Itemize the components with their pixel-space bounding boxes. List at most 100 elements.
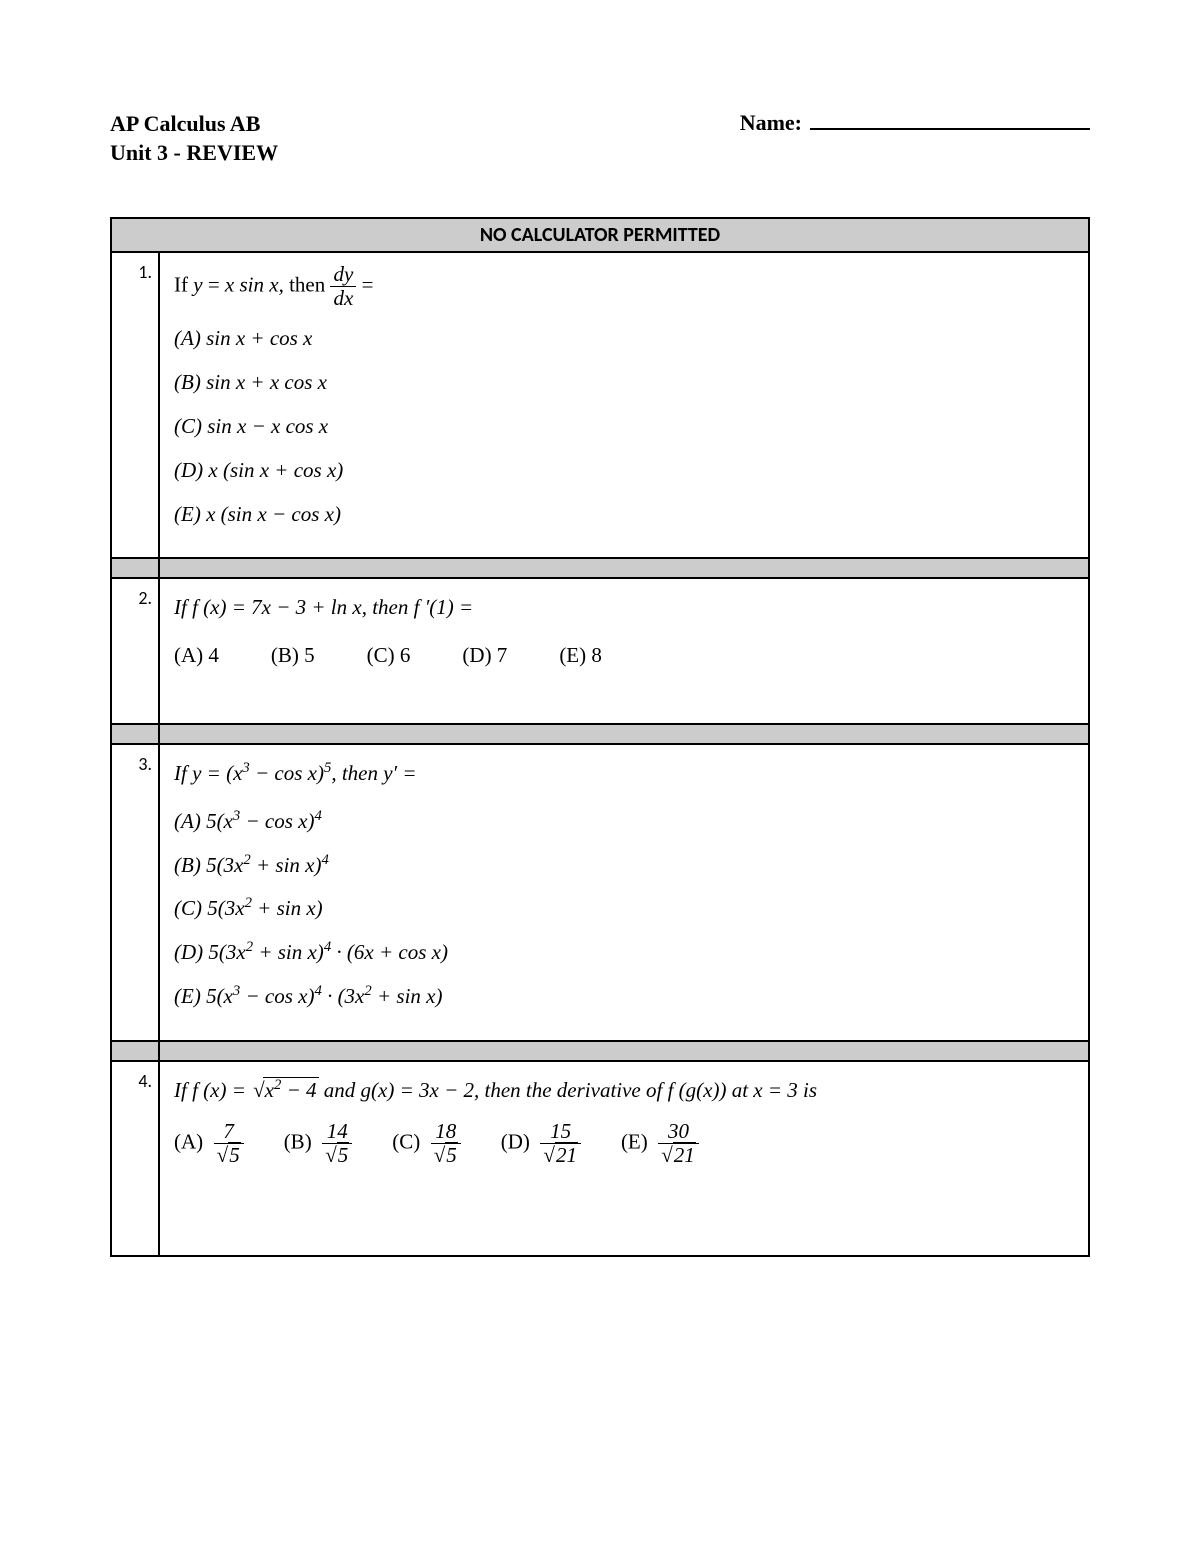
spacer-num-cell (112, 1042, 160, 1060)
fraction-denominator: √21 (540, 1144, 581, 1167)
opt-label: (A) 5(x (174, 809, 233, 833)
opt-label: (D) 5(3x (174, 940, 246, 964)
option: (D) 7 (462, 637, 507, 675)
opt-label: (D) (501, 1129, 530, 1153)
option: (E) x (sin x − cos x) (174, 496, 1074, 534)
stem-var: y (193, 273, 202, 297)
opt-tail: · (6x + cos x) (331, 940, 448, 964)
fraction: 14√5 (322, 1120, 352, 1167)
opt-mid: + sin x) (252, 896, 323, 920)
name-label: Name: (740, 110, 802, 136)
option: (C) 5(3x2 + sin x) (174, 890, 1074, 928)
option: (E) 30√21 (621, 1120, 699, 1167)
fraction: 7√5 (214, 1120, 244, 1167)
opt-label: (E) (621, 1129, 648, 1153)
worksheet-table: NO CALCULATOR PERMITTED 1. If y = x sin … (110, 217, 1090, 1257)
sqrt: √x2 − 4 (251, 1072, 318, 1110)
surd-symbol: √ (661, 1143, 673, 1167)
option-row: (A) 7√5 (B) 14√5 (C) 18√5 (D) 15√21 (E) … (174, 1120, 1074, 1167)
opt-label: (B) (284, 1129, 312, 1153)
spacer-body-cell (160, 725, 1088, 743)
question-body: If f (x) = 7x − 3 + ln x, then f ′(1) = … (160, 579, 1088, 723)
option: (A) 5(x3 − cos x)4 (174, 803, 1074, 841)
fraction: 18√5 (431, 1120, 461, 1167)
option: (C) sin x − x cos x (174, 408, 1074, 446)
rad-pre: x (265, 1078, 274, 1102)
question-row: 4. If f (x) = √x2 − 4 and g(x) = 3x − 2,… (112, 1062, 1088, 1255)
padding (174, 1167, 1074, 1237)
option: (E) 5(x3 − cos x)4 · (3x2 + sin x) (174, 978, 1074, 1016)
stem-text: = (201, 761, 226, 785)
stem-exp: 3 (242, 760, 249, 776)
fraction: 30√21 (658, 1120, 699, 1167)
option: (A) 4 (174, 637, 219, 675)
stem-expr: x sin x, (225, 273, 284, 297)
spacer-row (112, 557, 1088, 579)
opt-label: (A) (174, 1129, 203, 1153)
page: AP Calculus AB Unit 3 - REVIEW Name: NO … (0, 0, 1200, 1553)
question-row: 2. If f (x) = 7x − 3 + ln x, then f ′(1)… (112, 579, 1088, 723)
stem-text: If (174, 273, 193, 297)
question-row: 1. If y = x sin x, then dy dx = (A) sin … (112, 253, 1088, 557)
surd-symbol: √ (434, 1143, 446, 1167)
name-blank-line[interactable] (810, 110, 1090, 130)
stem-text: = (208, 273, 225, 297)
opt-mid: + sin x) (251, 853, 322, 877)
option: (B) 5(3x2 + sin x)4 (174, 847, 1074, 885)
option: (B) sin x + x cos x (174, 364, 1074, 402)
stem-tail: , then y′ = (331, 761, 416, 785)
option: (A) sin x + cos x (174, 320, 1074, 358)
header: AP Calculus AB Unit 3 - REVIEW Name: (110, 110, 1090, 167)
worksheet-title: NO CALCULATOR PERMITTED (112, 219, 1088, 253)
spacer-body-cell (160, 559, 1088, 577)
opt-label: (C) 5(3x (174, 896, 245, 920)
spacer-row (112, 723, 1088, 745)
option-row: (A) 4 (B) 5 (C) 6 (D) 7 (E) 8 (174, 637, 1074, 675)
opt-tail: + sin x) (372, 984, 443, 1008)
header-left: AP Calculus AB Unit 3 - REVIEW (110, 110, 278, 167)
surd-symbol: √ (325, 1143, 337, 1167)
fraction-denominator: √5 (214, 1144, 244, 1167)
fraction-numerator: 30 (658, 1120, 699, 1144)
stem-text: If (174, 761, 192, 785)
stem-mid: − cos x) (250, 761, 324, 785)
opt-exp: 2 (246, 939, 253, 955)
stem-base: (x (226, 761, 242, 785)
option: (A) 7√5 (174, 1120, 244, 1167)
surd-symbol: √ (217, 1143, 229, 1167)
fraction-numerator: 7 (214, 1120, 244, 1144)
option: (D) 5(3x2 + sin x)4 · (6x + cos x) (174, 934, 1074, 972)
opt-label: (C) (392, 1129, 420, 1153)
opt-exp: 2 (245, 895, 252, 911)
radicand: 5 (228, 1142, 241, 1167)
stem-mid: and g(x) = 3x − 2, then the derivative o… (319, 1078, 818, 1102)
option: (B) 5 (271, 637, 315, 675)
surd-symbol: √ (543, 1143, 555, 1167)
rad-post: − 4 (281, 1078, 316, 1102)
stem-var: y (192, 761, 201, 785)
fraction-numerator: 15 (540, 1120, 581, 1144)
opt-mid: − cos x) (240, 984, 314, 1008)
radicand: 21 (673, 1142, 696, 1167)
stem-text: = (362, 273, 374, 297)
fraction-denominator: √21 (658, 1144, 699, 1167)
opt-label: (B) 5(3x (174, 853, 243, 877)
question-number: 3. (112, 745, 160, 1040)
option: (C) 6 (367, 637, 411, 675)
opt-exp: 4 (321, 852, 328, 868)
option: (E) 8 (559, 637, 602, 675)
question-body: If y = x sin x, then dy dx = (A) sin x +… (160, 253, 1088, 557)
radicand: x2 − 4 (263, 1077, 319, 1102)
unit-title: Unit 3 - REVIEW (110, 139, 278, 168)
opt-mid: − cos x) (240, 809, 314, 833)
opt-mid: + sin x) (253, 940, 324, 964)
question-stem: If y = (x3 − cos x)5, then y′ = (174, 755, 1074, 793)
fraction-denominator: √5 (431, 1144, 461, 1167)
fraction-numerator: dy (330, 263, 356, 287)
option: (D) 15√21 (501, 1120, 581, 1167)
header-right: Name: (740, 110, 1090, 136)
fraction: dy dx (330, 263, 356, 310)
option: (B) 14√5 (284, 1120, 353, 1167)
spacer-num-cell (112, 559, 160, 577)
course-title: AP Calculus AB (110, 110, 278, 139)
